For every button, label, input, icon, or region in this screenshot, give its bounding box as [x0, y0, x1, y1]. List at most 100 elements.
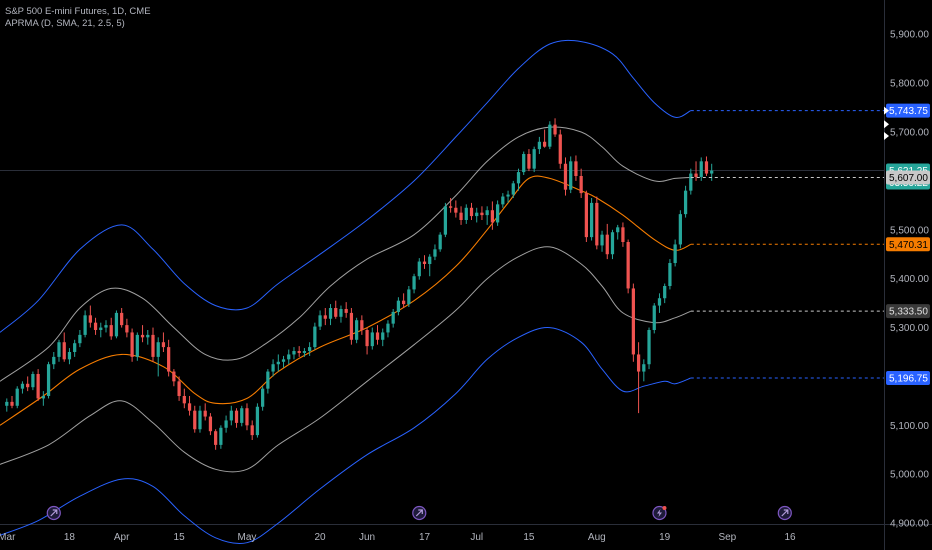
candle-body	[689, 173, 693, 191]
price-axis[interactable]: 4,900.005,000.005,100.005,200.005,300.00…	[884, 30, 930, 530]
time-tick-label: Mar	[0, 532, 16, 543]
candle	[365, 327, 369, 355]
candle-body	[360, 320, 364, 330]
candle-body	[522, 154, 526, 173]
candle	[553, 118, 557, 137]
candle-body	[381, 332, 385, 340]
candle-body	[334, 308, 338, 317]
time-axis[interactable]: Mar 18 Apr 15 May 20 Jun 17 Jul 15 Aug 19 Sep 16	[0, 532, 796, 543]
candle-body	[532, 149, 536, 169]
candle-body	[574, 161, 578, 176]
candle-body	[605, 234, 609, 255]
time-tick-label: Sep	[718, 532, 736, 543]
time-tick-label: Aug	[588, 532, 606, 543]
candle-body	[245, 408, 249, 426]
candle	[208, 413, 213, 436]
candle-body	[120, 312, 124, 326]
candle-body	[198, 410, 202, 430]
candle-body	[642, 364, 646, 372]
dividend-icon[interactable]	[777, 505, 792, 521]
candle-body	[433, 249, 437, 257]
candle	[548, 121, 552, 150]
candle-body	[527, 154, 531, 169]
candle-body	[323, 315, 327, 319]
candle-body	[125, 325, 129, 333]
candle	[579, 168, 583, 198]
price-tag[interactable]: 5,743.75	[886, 103, 930, 118]
dividend-icon[interactable]	[46, 505, 61, 521]
candle	[469, 202, 474, 220]
candle-body	[250, 425, 254, 436]
candle	[88, 305, 92, 328]
candle	[673, 239, 677, 267]
candle-body	[140, 334, 145, 338]
candle	[475, 207, 479, 223]
dividend-icon[interactable]	[412, 505, 427, 521]
candle	[339, 305, 343, 323]
time-tick-label: Jun	[359, 532, 375, 543]
candle	[616, 224, 620, 240]
alert-marker[interactable]	[884, 106, 889, 115]
band-upper-inner	[0, 126, 691, 382]
event-markers[interactable]	[46, 505, 792, 521]
candle	[323, 308, 327, 326]
candle-body	[663, 286, 667, 299]
candle-body	[109, 325, 113, 337]
candle	[642, 359, 646, 382]
candle-body	[386, 323, 390, 333]
candle-body	[365, 330, 369, 347]
candle	[448, 198, 453, 213]
alert-marker[interactable]	[884, 120, 889, 129]
candle-body	[600, 234, 604, 246]
candle	[438, 232, 442, 252]
candle	[250, 420, 254, 440]
candle-body	[548, 124, 552, 147]
candle	[140, 325, 145, 343]
candle-body	[553, 124, 557, 135]
candle	[67, 348, 72, 365]
candle	[396, 297, 401, 316]
candle	[375, 325, 380, 345]
candle	[114, 310, 119, 339]
candle	[443, 202, 448, 238]
candle	[151, 327, 155, 362]
indicator-title: APRMA (D, SMA, 21, 2.5, 5)	[5, 18, 125, 29]
candle	[537, 136, 541, 154]
candle	[156, 337, 160, 377]
price-tag[interactable]: 5,607.00	[886, 170, 930, 185]
earnings-icon[interactable]	[652, 505, 667, 521]
candle	[689, 168, 693, 195]
candle-body	[339, 308, 343, 317]
candle-body	[668, 263, 672, 286]
candle-body	[370, 332, 374, 347]
candle	[527, 149, 531, 172]
candle-body	[62, 342, 66, 360]
time-tick-label: 18	[64, 532, 76, 543]
candle	[694, 161, 698, 181]
candle	[704, 156, 709, 176]
candle	[36, 369, 40, 401]
alert-marker[interactable]	[884, 132, 889, 141]
price-tag[interactable]: 5,470.31	[886, 237, 930, 252]
arrow-glyph	[415, 509, 423, 517]
candle-body	[78, 334, 82, 344]
candle	[349, 308, 354, 345]
candle	[647, 327, 651, 370]
candle-body	[302, 351, 307, 353]
candle-body	[67, 352, 72, 360]
candle	[271, 359, 275, 377]
price-tag[interactable]: 5,196.75	[886, 371, 930, 386]
candle	[297, 346, 301, 357]
candle	[302, 348, 307, 357]
price-tick-label: 5,500.00	[890, 225, 929, 236]
candle	[240, 405, 244, 427]
candle	[261, 386, 265, 411]
candle	[636, 342, 641, 414]
price-tag[interactable]: 5,333.50	[886, 304, 930, 319]
candle	[605, 223, 609, 260]
candle	[589, 198, 594, 241]
candle-body	[261, 388, 265, 407]
candle-body	[93, 322, 98, 330]
candle-body	[506, 194, 510, 197]
